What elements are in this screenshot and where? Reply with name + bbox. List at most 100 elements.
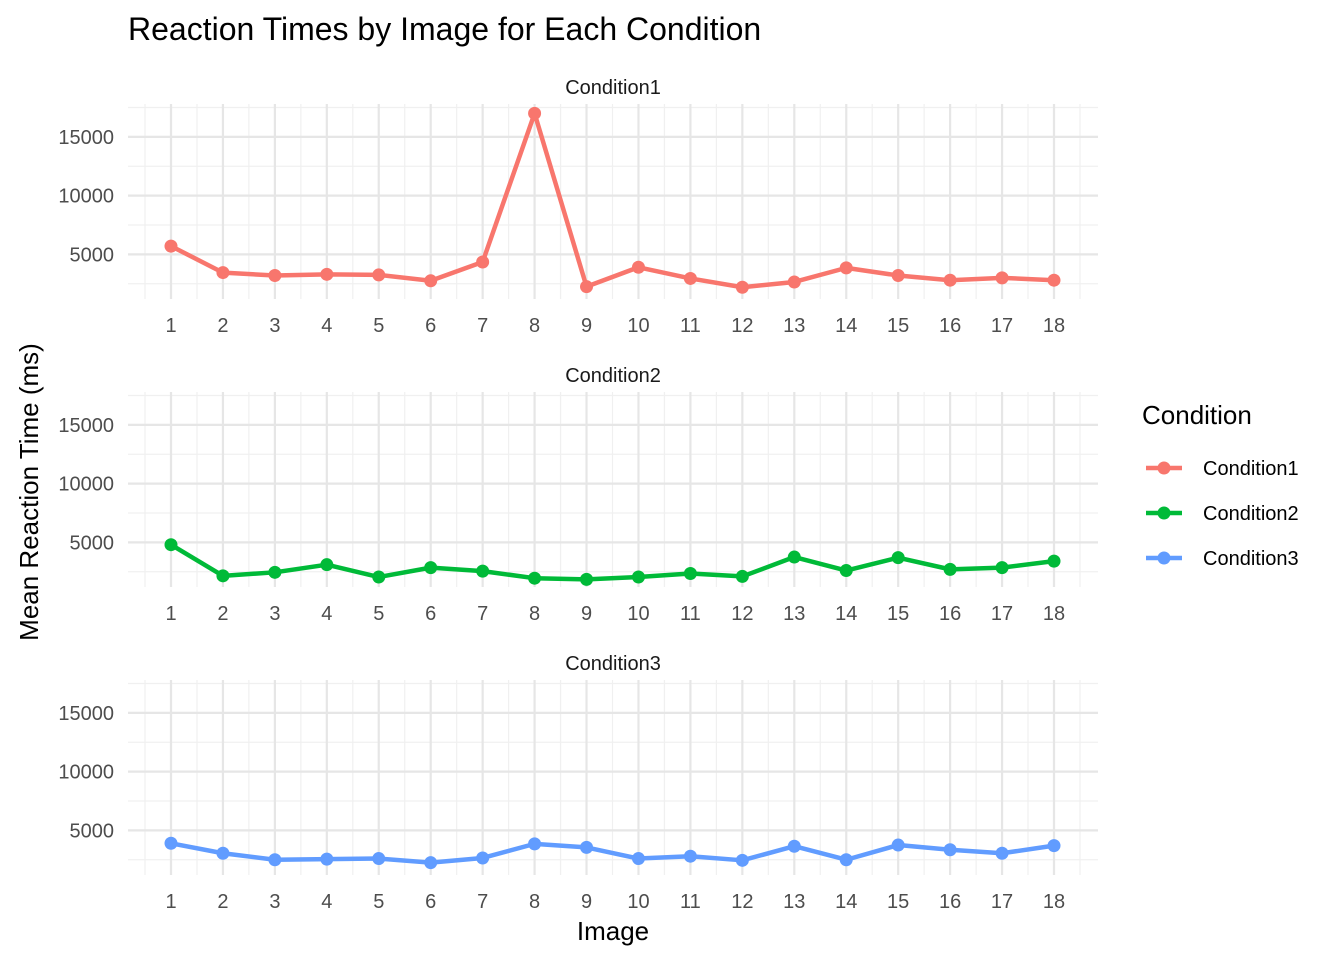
data-point <box>528 106 542 120</box>
data-point <box>683 566 697 580</box>
x-tick-label: 3 <box>269 315 280 337</box>
x-tick-label: 14 <box>835 315 857 337</box>
data-point <box>320 852 334 866</box>
x-tick-label: 10 <box>627 315 649 337</box>
x-tick-label: 16 <box>939 603 961 625</box>
facet-strip-label: Condition1 <box>565 77 661 99</box>
legend-title: Condition <box>1142 400 1252 430</box>
data-point <box>320 267 334 281</box>
y-tick-label: 10000 <box>58 474 114 496</box>
x-tick-label: 13 <box>783 603 805 625</box>
legend-label: Condition2 <box>1203 503 1299 525</box>
x-tick-label: 17 <box>991 603 1013 625</box>
y-tick-label: 5000 <box>70 532 115 554</box>
x-tick-label: 8 <box>529 315 540 337</box>
legend: Condition Condition1 Condition2 Condition3 <box>1142 400 1299 570</box>
x-tick-label: 14 <box>835 891 857 913</box>
data-point <box>580 572 594 586</box>
x-tick-label: 10 <box>627 891 649 913</box>
data-point <box>995 271 1009 285</box>
x-tick-label: 4 <box>321 603 332 625</box>
x-tick-label: 18 <box>1043 315 1065 337</box>
data-point <box>839 853 853 867</box>
x-tick-label: 16 <box>939 891 961 913</box>
x-tick-label: 7 <box>477 891 488 913</box>
data-point <box>268 269 282 283</box>
data-point <box>735 853 749 867</box>
data-point <box>787 839 801 853</box>
data-point <box>268 853 282 867</box>
data-point <box>943 843 957 857</box>
facet-strip-label: Condition3 <box>565 653 661 675</box>
x-tick-label: 12 <box>731 315 753 337</box>
series-line-condition2 <box>168 542 1057 582</box>
data-point <box>995 846 1009 860</box>
y-tick-label: 15000 <box>58 127 114 149</box>
x-tick-label: 9 <box>581 315 592 337</box>
data-point <box>995 561 1009 575</box>
data-point <box>891 551 905 565</box>
x-tick-label: 11 <box>680 315 701 337</box>
legend-item-condition1: Condition1 <box>1146 458 1299 480</box>
x-tick-label: 3 <box>269 891 280 913</box>
data-point <box>216 569 230 583</box>
x-tick-label: 5 <box>373 891 384 913</box>
x-tick-label: 12 <box>731 603 753 625</box>
data-point <box>164 538 178 552</box>
x-tick-label: 2 <box>217 891 228 913</box>
data-point <box>631 852 645 866</box>
x-tick-label: 16 <box>939 315 961 337</box>
data-point <box>216 846 230 860</box>
x-tick-label: 6 <box>425 603 436 625</box>
y-tick-label: 5000 <box>70 820 115 842</box>
y-tick-label: 15000 <box>58 703 114 725</box>
data-point <box>580 280 594 294</box>
x-tick-label: 4 <box>321 891 332 913</box>
x-tick-label: 4 <box>321 315 332 337</box>
chart-title: Reaction Times by Image for Each Conditi… <box>128 11 761 47</box>
data-point <box>528 837 542 851</box>
legend-item-condition3: Condition3 <box>1146 548 1299 570</box>
x-tick-label: 14 <box>835 603 857 625</box>
x-tick-label: 6 <box>425 315 436 337</box>
x-tick-label: 8 <box>529 891 540 913</box>
x-tick-label: 8 <box>529 603 540 625</box>
x-tick-label: 1 <box>165 603 176 625</box>
x-tick-label: 2 <box>217 603 228 625</box>
x-tick-label: 7 <box>477 315 488 337</box>
x-tick-label: 17 <box>991 891 1013 913</box>
data-point <box>268 565 282 579</box>
legend-label: Condition3 <box>1203 548 1299 570</box>
x-tick-label: 9 <box>581 891 592 913</box>
data-point <box>787 275 801 289</box>
data-point <box>1047 273 1061 287</box>
x-tick-label: 3 <box>269 603 280 625</box>
x-tick-label: 5 <box>373 315 384 337</box>
x-tick-label: 1 <box>165 315 176 337</box>
x-tick-label: 11 <box>680 603 701 625</box>
x-tick-label: 2 <box>217 315 228 337</box>
legend-label: Condition1 <box>1203 458 1299 480</box>
x-tick-label: 10 <box>627 603 649 625</box>
facet-strip-label: Condition2 <box>565 365 661 387</box>
data-point <box>476 564 490 578</box>
y-axis-title: Mean Reaction Time (ms) <box>14 343 44 641</box>
legend-key-point <box>1157 461 1171 475</box>
x-tick-label: 5 <box>373 603 384 625</box>
y-tick-label: 10000 <box>58 186 114 208</box>
data-point <box>1047 839 1061 853</box>
data-point <box>424 274 438 288</box>
data-point <box>787 550 801 564</box>
series-line-condition1 <box>168 111 1057 290</box>
x-tick-label: 15 <box>887 891 909 913</box>
legend-key-point <box>1157 551 1171 565</box>
y-tick-label: 10000 <box>58 762 114 784</box>
data-point <box>943 273 957 287</box>
data-point <box>735 569 749 583</box>
data-point <box>424 856 438 870</box>
